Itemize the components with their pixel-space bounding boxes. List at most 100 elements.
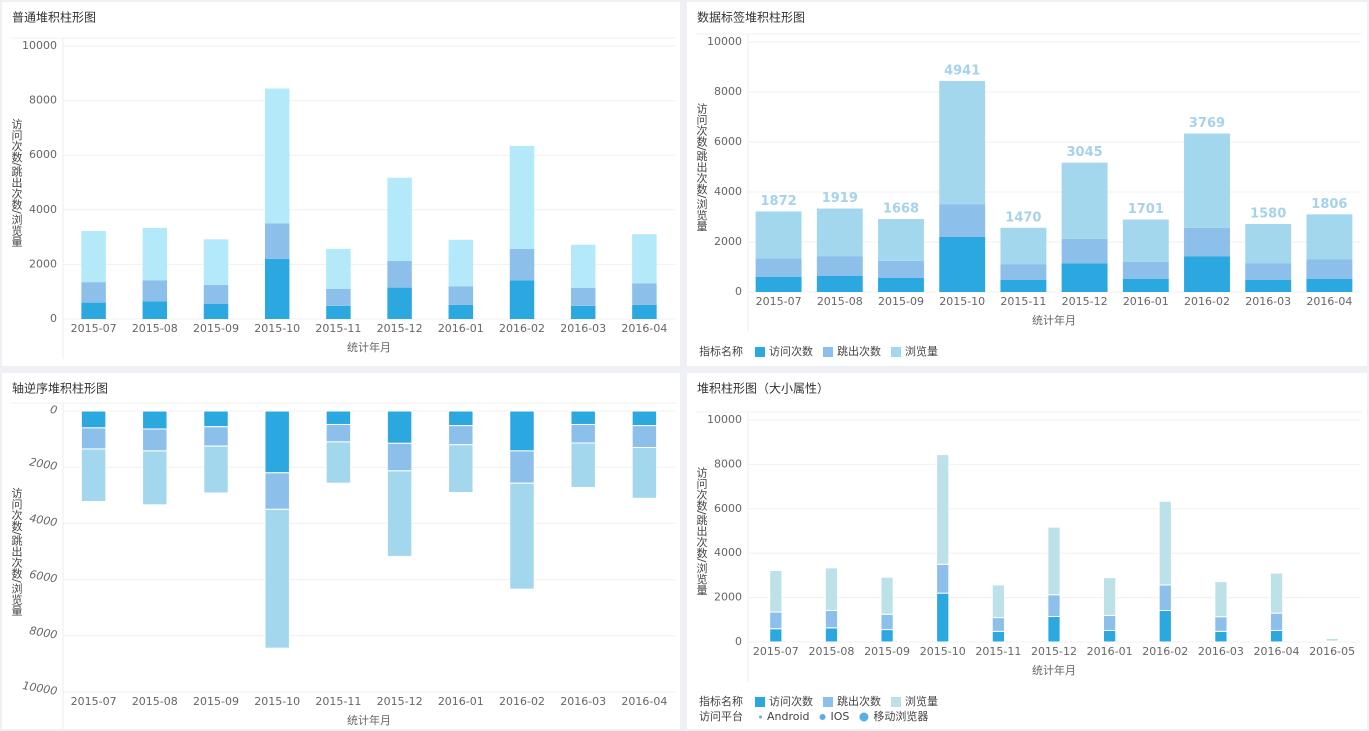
bar-segment [936, 563, 950, 594]
data-label: 1668 [883, 202, 919, 217]
bar-segment [142, 301, 168, 319]
bar-segment [824, 609, 839, 629]
bar-segment [203, 426, 229, 447]
x-tick-label: 2016-02 [1142, 645, 1188, 658]
x-tick-label: 2015-07 [753, 645, 799, 658]
legend-label: 浏览量 [905, 344, 938, 358]
x-tick-label: 2015-11 [1000, 295, 1046, 308]
y-tick-label: 0 [735, 285, 742, 298]
bar-segment [570, 287, 596, 306]
bar-segment [509, 482, 535, 590]
legend-label: 跳出次数 [837, 344, 881, 358]
y-axis-title: 访问次数/跳出次数/浏览量 [695, 466, 708, 595]
bar-segment [386, 442, 413, 472]
bar-segment [816, 256, 863, 276]
bar-segment [325, 410, 352, 425]
x-tick-label: 2015-07 [71, 695, 117, 708]
bar-segment [991, 584, 1005, 619]
bar-segment [1184, 227, 1230, 257]
y-tick-label: 10000 [707, 35, 742, 48]
y-tick-label: 10000 [21, 679, 58, 698]
bar-segment [632, 304, 657, 319]
x-tick-label: 2015-07 [756, 295, 802, 308]
bar-segment [1047, 615, 1061, 643]
bar-segment [448, 425, 474, 446]
bar-segment [448, 286, 474, 305]
x-tick-label: 2016-05 [1309, 645, 1355, 658]
bar-segment [1214, 630, 1228, 643]
bar-segment [878, 260, 924, 278]
size-legend-dot [859, 712, 869, 722]
x-tick-label: 2016-01 [438, 695, 484, 708]
data-label: 3045 [1067, 145, 1103, 160]
bar-segment [326, 248, 351, 289]
x-tick-label: 2016-01 [438, 322, 484, 335]
y-tick-label: 10000 [707, 413, 742, 426]
bar-segment [80, 427, 107, 450]
bar-segment [769, 628, 783, 643]
bar-segment [1184, 133, 1230, 228]
x-tick-label: 2015-07 [71, 322, 117, 335]
data-label: 1580 [1250, 207, 1286, 222]
bar-segment [1047, 526, 1061, 596]
legend-title: 指标名称 [699, 694, 743, 708]
x-tick-label: 2015-10 [920, 645, 966, 658]
bar-segment [880, 613, 894, 631]
bar-segment [878, 278, 924, 292]
data-label: 1701 [1128, 202, 1164, 217]
x-tick-label: 2016-03 [560, 695, 606, 708]
bar-segment [880, 576, 894, 615]
bar-segment [1269, 572, 1284, 614]
bar-segment [631, 447, 658, 499]
x-tick-label: 2015-12 [377, 695, 423, 708]
bar-segment [631, 410, 658, 427]
bar-segment [570, 442, 596, 488]
x-tick-label: 2015-10 [254, 695, 300, 708]
x-tick-label: 2015-08 [132, 695, 178, 708]
y-axis-title: 访问次数/跳出次数/浏览量 [10, 118, 23, 247]
data-label: 1872 [761, 194, 797, 209]
x-tick-label: 2016-01 [1087, 645, 1133, 658]
bar-segment [509, 280, 535, 319]
panel [687, 373, 1367, 729]
bar-segment [991, 617, 1005, 632]
bar-segment [631, 425, 658, 449]
bar-segment [509, 145, 535, 249]
bar-segment [386, 410, 413, 444]
bar-segment [325, 441, 352, 484]
bar-segment [203, 410, 229, 428]
x-tick-label: 2016-03 [1245, 295, 1291, 308]
y-tick-label: 4000 [714, 546, 742, 559]
bar-segment [509, 410, 535, 452]
y-tick-label: 4000 [714, 185, 742, 198]
bar-segment [509, 450, 535, 484]
bar-segment [816, 208, 863, 257]
y-tick-label: 8000 [29, 94, 57, 107]
x-tick-label: 2016-04 [1306, 295, 1352, 308]
bar-segment [81, 302, 106, 319]
bar-segment [509, 248, 535, 281]
y-tick-label: 6000 [28, 568, 58, 586]
x-tick-label: 2015-10 [939, 295, 985, 308]
bar-segment [264, 88, 290, 224]
bar-segment [570, 423, 596, 444]
bar-segment [755, 211, 802, 259]
bar-segment [939, 237, 986, 292]
bar-segment [264, 410, 290, 474]
bar-segment [387, 177, 412, 261]
x-tick-label: 2016-03 [560, 322, 606, 335]
bar-segment [142, 450, 168, 506]
bar-segment [1184, 256, 1230, 292]
bar-segment [264, 223, 290, 259]
bar-segment [1158, 500, 1172, 586]
y-tick-label: 6000 [714, 135, 742, 148]
x-axis-title: 统计年月 [347, 713, 391, 727]
bar-segment [570, 305, 596, 319]
bar-segment [1000, 227, 1047, 265]
x-tick-label: 2015-08 [808, 645, 854, 658]
y-tick-label: 10000 [22, 39, 57, 52]
bar-segment [203, 284, 229, 304]
x-tick-label: 2016-01 [1123, 295, 1169, 308]
chart-title: 数据标签堆积柱形图 [697, 10, 805, 25]
